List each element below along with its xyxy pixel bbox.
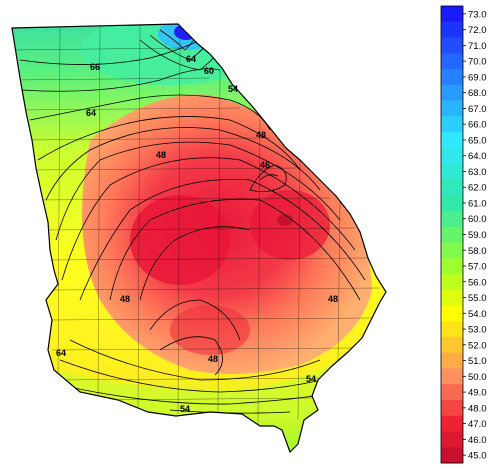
colorbar-tick-label: 64.0 [468, 151, 487, 162]
colorbar-swatch [441, 289, 463, 306]
colorbar-swatch [441, 147, 463, 165]
contour-label: 48 [256, 130, 266, 140]
contour-label: 48 [156, 150, 166, 160]
colorbar-swatch [441, 100, 463, 117]
colorbar-swatches [441, 6, 463, 464]
colorbar-swatch [441, 321, 463, 338]
colorbar-swatch [441, 163, 463, 180]
colorbar-tick-label: 60.0 [468, 214, 487, 225]
colorbar-tick-label: 47.0 [468, 419, 487, 430]
colorbar-tick-label: 70.0 [468, 57, 487, 68]
colorbar-swatch [441, 116, 463, 133]
contour-label: 54 [228, 84, 238, 94]
colorbar-swatch [441, 53, 463, 70]
colorbar-swatch [441, 352, 463, 369]
contour-label: 48 [120, 294, 130, 304]
contour-label: 60 [204, 66, 214, 76]
contour-label: 54 [180, 404, 190, 414]
colorbar-tick-label: 63.0 [468, 167, 487, 178]
colorbar-tick-label: 72.0 [468, 25, 487, 36]
colorbar-tick-label: 53.0 [468, 325, 487, 336]
colorbar-swatch [441, 6, 463, 23]
colorbar-swatch [441, 336, 463, 354]
colorbar-tick-label: 71.0 [468, 41, 487, 52]
colorbar-swatch [441, 226, 463, 243]
colorbar-tick-label: 66.0 [468, 120, 487, 131]
colorbar-swatch [441, 37, 463, 54]
colorbar-tick-label: 65.0 [468, 135, 487, 146]
colorbar-tick-label: 73.0 [468, 9, 487, 20]
colorbar-tick-label: 56.0 [468, 277, 487, 288]
colorbar-tick-label: 54.0 [468, 309, 487, 320]
colorbar-tick-label: 52.0 [468, 340, 487, 351]
colorbar-tick-label: 57.0 [468, 262, 487, 273]
colorbar-tick-label: 46.0 [468, 435, 487, 446]
contour-label: 46 [260, 160, 270, 170]
contour-label: 66 [90, 62, 100, 72]
colorbar-tick-label: 55.0 [468, 293, 487, 304]
colorbar-swatch [441, 305, 463, 322]
contour-label: 48 [328, 294, 338, 304]
colorbar-tick-label: 50.0 [468, 372, 487, 383]
contour-label: 64 [56, 348, 66, 358]
colorbar-swatch [441, 384, 463, 401]
colorbar-tick-label: 45.0 [468, 451, 487, 462]
colorbar-tick-label: 62.0 [468, 183, 487, 194]
colorbar-tick-label: 59.0 [468, 230, 487, 241]
colorbar-swatch [441, 431, 463, 448]
colorbar-swatch [441, 69, 463, 86]
colorbar-swatch [441, 179, 463, 196]
colorbar-tick-label: 61.0 [468, 198, 487, 209]
colorbar: 73.0 72.0 71.0 70.0 69.0 68.0 67.0 66.0 65.0 64.0… [440, 5, 487, 464]
state-outline [11, 23, 387, 454]
colorbar-ticks: 73.0 72.0 71.0 70.0 69.0 68.0 67.0 66.0 65.0 64.0… [463, 9, 487, 462]
contour-label: 48 [208, 354, 218, 364]
colorbar-swatch [441, 273, 463, 291]
contour-label: 64 [186, 54, 196, 64]
colorbar-swatch [441, 84, 463, 102]
colorbar-tick-label: 49.0 [468, 388, 487, 399]
colorbar-swatch [441, 210, 463, 228]
colorbar-swatch [441, 195, 463, 212]
colorbar-swatch [441, 447, 463, 464]
colorbar-swatch [441, 258, 463, 275]
colorbar-swatch [441, 242, 463, 259]
colorbar-swatch [441, 132, 463, 149]
colorbar-tick-label: 68.0 [468, 88, 487, 99]
colorbar-swatch [441, 415, 463, 432]
contour-label: 64 [86, 108, 96, 118]
colorbar-tick-label: 51.0 [468, 356, 487, 367]
colorbar-tick-label: 69.0 [468, 72, 487, 83]
county-boundaries [12, 24, 381, 425]
contour-label-group: 66 64 60 54 64 48 48 46 48 48 48 64 54 5… [56, 54, 338, 414]
colorbar-tick-label: 67.0 [468, 104, 487, 115]
colorbar-swatch [441, 399, 463, 417]
colorbar-tick-label: 58.0 [468, 246, 487, 257]
contour-label: 54 [306, 374, 316, 384]
colorbar-swatch [441, 368, 463, 385]
colorbar-tick-label: 48.0 [468, 403, 487, 414]
colorbar-swatch [441, 21, 463, 39]
